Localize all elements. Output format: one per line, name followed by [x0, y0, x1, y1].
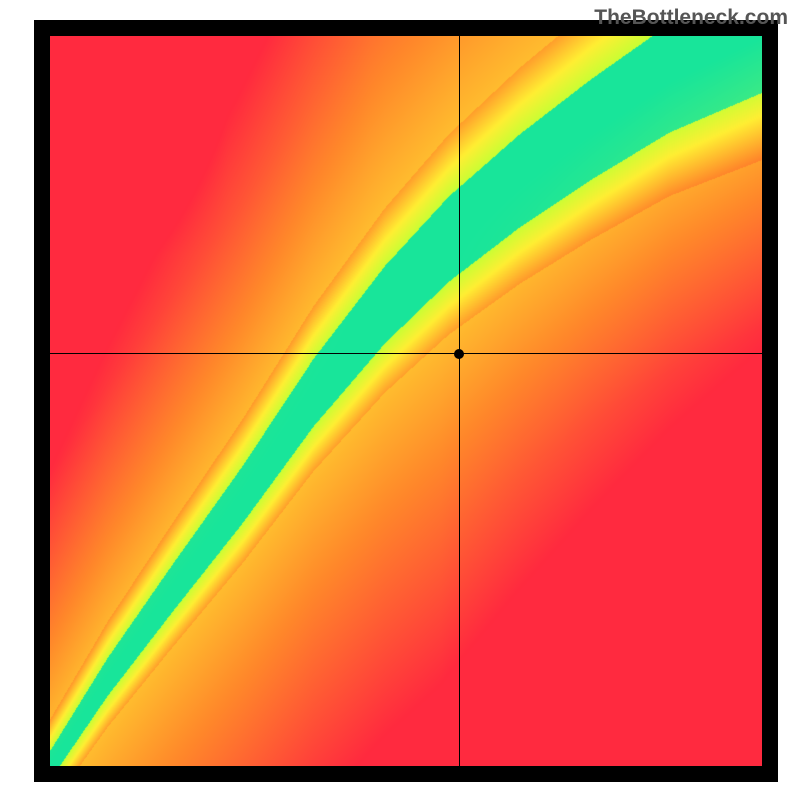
heatmap-canvas — [50, 36, 762, 766]
frame-left — [34, 20, 50, 782]
crosshair-vertical — [459, 36, 460, 766]
frame-bottom — [34, 766, 778, 782]
crosshair-marker — [454, 349, 464, 359]
frame-right — [762, 20, 778, 782]
chart-container: TheBottleneck.com — [0, 0, 800, 800]
crosshair-horizontal — [50, 353, 762, 354]
watermark-label: TheBottleneck.com — [594, 6, 788, 30]
